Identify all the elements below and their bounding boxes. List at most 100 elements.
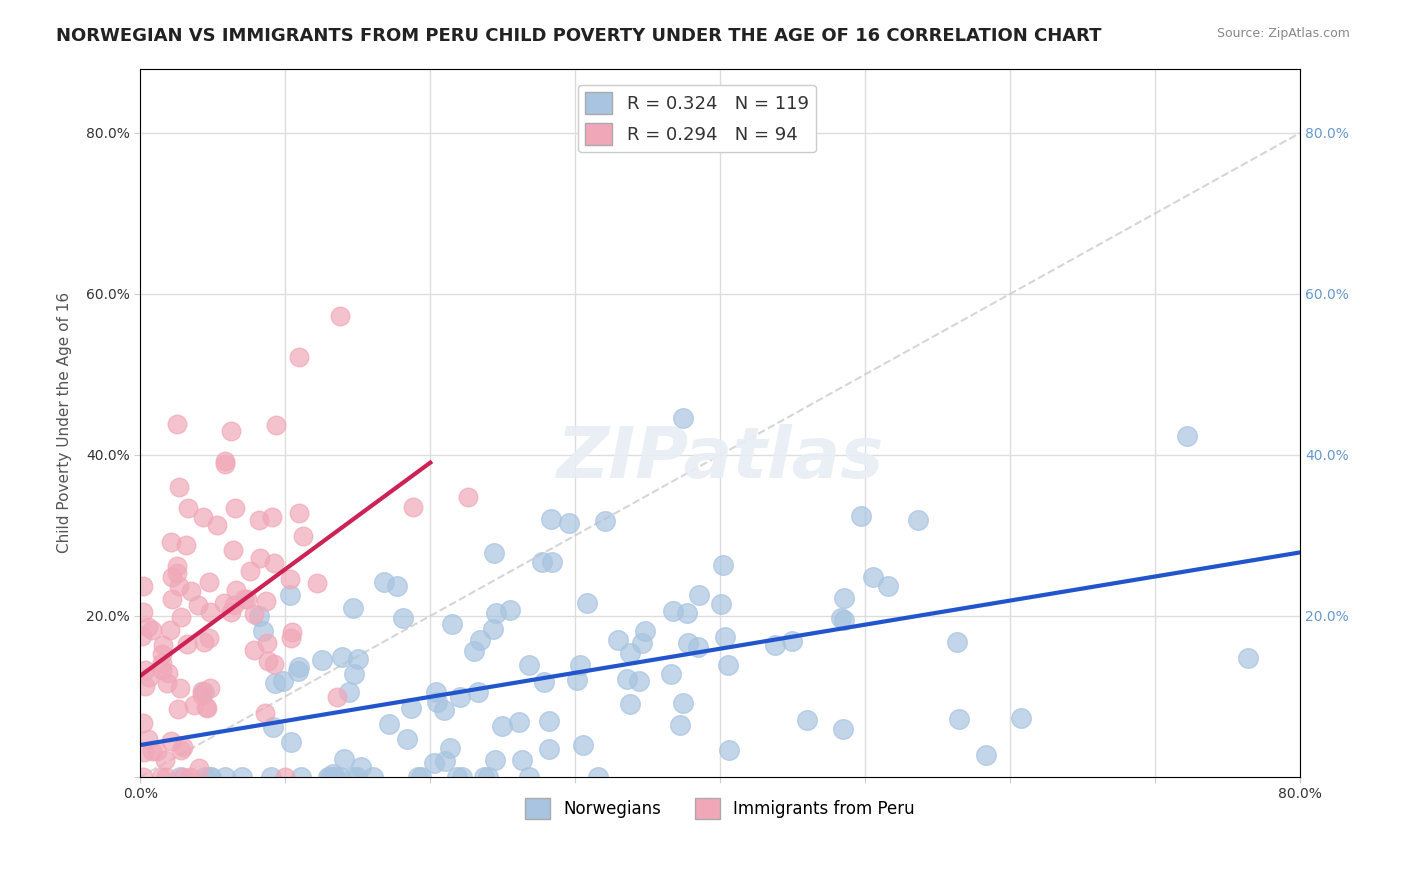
Point xyxy=(200,770,222,784)
Point xyxy=(287,664,309,678)
Point xyxy=(406,770,429,784)
Point xyxy=(231,770,253,784)
Point xyxy=(160,733,183,747)
Point xyxy=(329,309,352,323)
Point xyxy=(214,770,236,784)
Point xyxy=(243,607,266,621)
Point xyxy=(287,660,309,674)
Point xyxy=(167,579,190,593)
Point xyxy=(392,611,415,625)
Point xyxy=(153,753,176,767)
Point xyxy=(628,674,651,689)
Point xyxy=(668,717,690,731)
Point xyxy=(292,529,315,543)
Point xyxy=(311,653,333,667)
Point xyxy=(150,663,173,677)
Point xyxy=(946,635,969,649)
Point xyxy=(1177,429,1199,443)
Point xyxy=(159,623,181,637)
Point xyxy=(136,620,159,634)
Point xyxy=(619,697,641,711)
Point xyxy=(537,714,560,728)
Point xyxy=(195,700,218,714)
Point xyxy=(343,770,366,784)
Point xyxy=(481,622,503,636)
Point xyxy=(236,592,259,607)
Point xyxy=(162,592,184,607)
Point xyxy=(198,631,221,645)
Point xyxy=(717,657,740,672)
Point xyxy=(166,417,188,431)
Point xyxy=(172,770,194,784)
Point xyxy=(197,701,219,715)
Point xyxy=(169,681,191,695)
Point xyxy=(200,770,222,784)
Point xyxy=(290,770,312,784)
Point xyxy=(214,454,236,468)
Text: ZIPatlas: ZIPatlas xyxy=(557,424,884,492)
Point xyxy=(150,648,173,662)
Point xyxy=(280,735,302,749)
Point xyxy=(146,744,169,758)
Point xyxy=(472,770,495,784)
Point xyxy=(402,500,425,514)
Point xyxy=(134,663,156,677)
Point xyxy=(263,657,285,672)
Point xyxy=(688,588,710,602)
Point xyxy=(718,743,741,757)
Point xyxy=(974,747,997,762)
Point xyxy=(467,685,489,699)
Point xyxy=(170,743,193,757)
Point xyxy=(634,624,657,639)
Point xyxy=(190,684,212,698)
Point xyxy=(1237,651,1260,665)
Point xyxy=(249,550,271,565)
Point xyxy=(278,588,301,602)
Point xyxy=(508,715,530,730)
Point xyxy=(849,508,872,523)
Point xyxy=(763,639,786,653)
Point xyxy=(132,770,155,784)
Point xyxy=(540,512,562,526)
Point xyxy=(830,611,852,625)
Point xyxy=(132,715,155,730)
Point xyxy=(194,770,217,784)
Point xyxy=(322,770,344,784)
Point xyxy=(831,722,853,736)
Point xyxy=(280,631,302,645)
Point xyxy=(517,657,540,672)
Point xyxy=(616,673,638,687)
Point xyxy=(457,490,479,504)
Point xyxy=(361,770,384,784)
Point xyxy=(264,675,287,690)
Point xyxy=(631,636,654,650)
Point xyxy=(172,739,194,754)
Point xyxy=(463,644,485,658)
Point xyxy=(224,501,246,516)
Legend: Norwegians, Immigrants from Peru: Norwegians, Immigrants from Peru xyxy=(519,791,922,825)
Point xyxy=(672,696,695,710)
Point xyxy=(222,598,245,612)
Point xyxy=(225,583,247,598)
Point xyxy=(477,770,499,784)
Point xyxy=(138,671,160,685)
Point xyxy=(468,632,491,647)
Point xyxy=(439,740,461,755)
Point xyxy=(155,770,177,784)
Point xyxy=(662,604,685,618)
Point xyxy=(385,579,408,593)
Point xyxy=(441,616,464,631)
Point xyxy=(484,753,506,767)
Point xyxy=(166,559,188,574)
Point xyxy=(191,688,214,702)
Point xyxy=(239,564,262,578)
Point xyxy=(187,599,209,613)
Point xyxy=(170,610,193,624)
Point xyxy=(141,744,163,758)
Point xyxy=(533,674,555,689)
Point xyxy=(499,602,522,616)
Point xyxy=(323,770,346,784)
Point xyxy=(222,542,245,557)
Point xyxy=(595,514,617,528)
Point xyxy=(281,624,304,639)
